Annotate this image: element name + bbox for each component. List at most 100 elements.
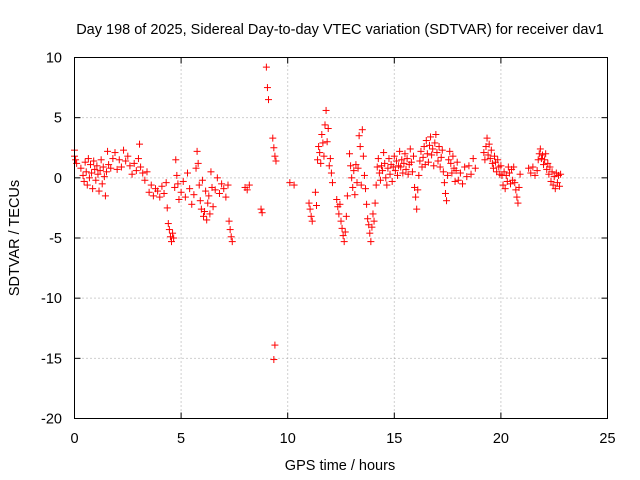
- data-point: [380, 149, 388, 157]
- data-point: [201, 208, 209, 216]
- data-point: [451, 177, 459, 185]
- data-point: [132, 167, 140, 175]
- data-point: [183, 169, 191, 177]
- data-point: [514, 199, 522, 207]
- data-point: [469, 155, 477, 163]
- data-point: [348, 174, 356, 182]
- data-point: [111, 149, 119, 157]
- data-point: [409, 152, 417, 160]
- data-point: [97, 156, 105, 164]
- data-point: [215, 189, 223, 197]
- data-point: [94, 170, 102, 178]
- data-point: [416, 157, 424, 165]
- data-point: [205, 192, 213, 200]
- data-point: [541, 156, 549, 164]
- data-point: [175, 195, 183, 203]
- data-point: [306, 205, 314, 213]
- data-point: [220, 185, 228, 193]
- x-tick-label: 20: [493, 431, 509, 447]
- data-point: [139, 169, 147, 177]
- chart-title: Day 198 of 2025, Sidereal Day-to-day VTE…: [76, 22, 604, 38]
- data-point: [105, 161, 113, 169]
- data-point: [357, 181, 365, 189]
- data-point: [327, 169, 335, 177]
- data-point: [402, 165, 410, 173]
- data-point: [165, 226, 173, 234]
- data-point: [553, 179, 561, 187]
- data-point: [203, 216, 211, 224]
- data-point: [501, 185, 509, 193]
- data-point: [510, 163, 518, 171]
- data-point: [286, 179, 294, 187]
- data-point: [491, 152, 499, 160]
- data-point: [130, 159, 138, 167]
- data-point: [531, 171, 539, 179]
- data-point: [143, 168, 151, 176]
- data-point: [262, 63, 270, 71]
- data-point: [80, 177, 88, 185]
- y-tick-label: -15: [41, 351, 62, 367]
- data-point: [109, 155, 117, 163]
- data-point: [383, 181, 391, 189]
- data-point: [358, 126, 366, 134]
- data-point: [429, 145, 437, 153]
- data-point: [453, 158, 461, 166]
- data-point: [391, 167, 399, 175]
- data-point: [386, 170, 394, 178]
- data-point: [340, 238, 348, 246]
- data-point: [367, 238, 375, 246]
- data-point: [102, 168, 110, 176]
- x-tick-label: 15: [386, 431, 402, 447]
- data-point: [441, 189, 449, 197]
- data-point: [542, 150, 550, 158]
- x-axis-label: GPS time / hours: [285, 458, 395, 474]
- x-tick-label: 5: [177, 431, 185, 447]
- y-tick-labels: -20 -15 -10 -5 0 5 10: [41, 51, 62, 428]
- data-point: [487, 146, 495, 154]
- data-point: [93, 162, 101, 170]
- data-point: [407, 158, 415, 166]
- data-point: [307, 212, 315, 220]
- data-point: [308, 217, 316, 225]
- data-point: [72, 156, 80, 164]
- data-point: [319, 139, 327, 147]
- y-tick-label: -20: [41, 412, 62, 428]
- data-point: [434, 157, 442, 165]
- data-point: [366, 229, 374, 237]
- data-point: [551, 185, 559, 193]
- data-point: [424, 158, 432, 166]
- data-point: [456, 169, 464, 177]
- data-point: [211, 186, 219, 194]
- data-point: [536, 145, 544, 153]
- data-point: [137, 163, 145, 171]
- data-point: [516, 170, 524, 178]
- data-point: [420, 143, 428, 151]
- data-point: [335, 210, 343, 218]
- data-point: [389, 163, 397, 171]
- data-point: [373, 163, 381, 171]
- data-point: [314, 156, 322, 164]
- data-point: [505, 169, 513, 177]
- data-point: [430, 162, 438, 170]
- data-point: [481, 156, 489, 164]
- data-point: [342, 212, 350, 220]
- data-point: [312, 202, 320, 210]
- data-point: [92, 176, 100, 184]
- data-point: [141, 176, 149, 184]
- data-point: [270, 144, 278, 152]
- data-point: [527, 169, 535, 177]
- data-point: [341, 228, 349, 236]
- data-point: [371, 199, 379, 207]
- data-point: [316, 149, 324, 157]
- data-point: [328, 179, 336, 187]
- data-point: [398, 156, 406, 164]
- data-point: [343, 192, 351, 200]
- data-point: [485, 140, 493, 148]
- data-point: [533, 167, 541, 175]
- data-point: [359, 152, 367, 160]
- data-point: [88, 169, 96, 177]
- data-point: [529, 163, 537, 171]
- data-point: [168, 238, 176, 246]
- data-point: [484, 151, 492, 159]
